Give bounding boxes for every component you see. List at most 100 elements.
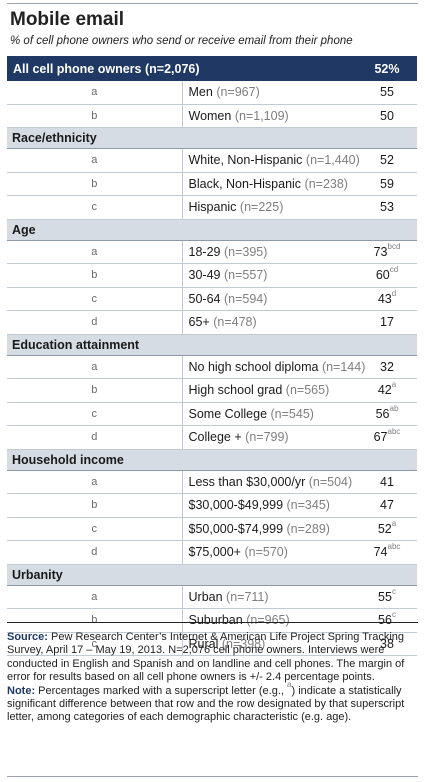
row-letter: b [7,263,183,288]
page-subtitle: % of cell phone owners who send or recei… [10,35,353,47]
table-row: b 30-49 (n=557) 60cd [7,263,417,288]
row-label: $50,000-$74,999 (n=289) [182,517,357,541]
section-title: Race/ethnicity [7,127,417,149]
table-row: b High school grad (n=565) 42a [7,378,417,403]
table-row: a 18-29 (n=395) 73bcd [7,240,417,264]
row-letter: a [7,585,183,609]
row-value: 43d [357,287,417,311]
significance-note: Note: Percentages marked with a superscr… [7,679,405,724]
row-value: 50 [357,104,417,128]
source-note: Source: Pew Research Center’s Internet &… [7,631,405,684]
row-label: $75,000+ (n=570) [182,540,357,565]
total-row: All cell phone owners (n=2,076) 52% [7,56,417,81]
row-letter: d [7,540,183,565]
row-letter: b [7,378,183,403]
row-value: 32 [357,355,417,379]
table-row: c 50-64 (n=594) 43d [7,287,417,311]
row-value: 56ab [357,402,417,426]
row-value: 47 [357,493,417,518]
row-value: 74abc [357,540,417,565]
section-header: Age [7,218,417,241]
section-header: Household income [7,448,417,471]
data-table: All cell phone owners (n=2,076) 52% a Me… [7,56,417,656]
footnotes: Source: Pew Research Center’s Internet &… [7,622,418,725]
row-letter: a [7,81,183,105]
row-label: Men (n=967) [182,81,357,105]
top-rule [7,3,418,4]
row-letter: b [7,608,183,633]
table-row: b $30,000-$49,999 (n=345) 47 [7,493,417,518]
section-title: Household income [7,448,417,471]
page-title: Mobile email [10,9,125,30]
section-header: Urbanity [7,563,417,586]
table-row: c Rural (n=398) 38 [7,632,417,656]
row-letter: b [7,104,183,128]
table-row: a No high school diploma (n=144) 32 [7,355,417,379]
row-letter: d [7,425,183,450]
table-row: c Hispanic (n=225) 53 [7,195,417,220]
row-label: High school grad (n=565) [182,378,357,403]
row-label: Hispanic (n=225) [182,195,357,220]
total-label: All cell phone owners (n=2,076) [7,56,357,81]
row-letter: c [7,287,183,311]
row-label: 65+ (n=478) [182,310,357,335]
row-value: 41 [357,470,417,494]
row-label: Black, Non-Hispanic (n=238) [182,172,357,196]
row-letter: c [7,517,183,541]
row-letter: a [7,240,183,264]
row-letter: d [7,310,183,335]
table-row: a White, Non-Hispanic (n=1,440) 52 [7,148,417,173]
row-letter: c [7,195,183,220]
row-value: 52 [357,148,417,173]
row-value: 42a [357,378,417,403]
row-label: $30,000-$49,999 (n=345) [182,493,357,518]
section-header: Education attainment [7,333,417,356]
table-row: b Suburban (n=965) 56c [7,608,417,633]
row-label: Some College (n=545) [182,402,357,426]
table-row: b Women (n=1,109) 50 [7,104,417,128]
section-header: Race/ethnicity [7,127,417,149]
row-value: 17 [357,310,417,335]
row-label: No high school diploma (n=144) [182,355,365,379]
table-row: d College + (n=799) 67abc [7,425,417,450]
row-letter: c [7,402,183,426]
row-label: Urban (n=711) [182,585,357,609]
row-value: 55c [357,585,417,609]
row-letter: a [7,355,183,379]
table-row: a Less than $30,000/yr (n=504) 41 [7,470,417,494]
section-title: Education attainment [7,333,417,356]
row-value: 60cd [357,263,417,288]
row-value: 53 [357,195,417,220]
row-value: 73bcd [357,240,417,264]
row-label: Less than $30,000/yr (n=504) [182,470,357,494]
table-row: c $50,000-$74,999 (n=289) 52a [7,517,417,541]
row-label: Rural (n=398) [182,632,357,656]
row-value: 67abc [357,425,417,450]
row-label: College + (n=799) [182,425,357,450]
row-label: Suburban (n=965) [182,608,357,633]
bottom-rule [7,776,418,777]
row-label: 50-64 (n=594) [182,287,357,311]
section-title: Age [7,218,417,241]
row-label: Women (n=1,109) [182,104,357,128]
section-title: Urbanity [7,563,417,586]
row-letter: b [7,172,183,196]
row-label: 30-49 (n=557) [182,263,357,288]
total-value: 52% [357,56,417,81]
row-letter: a [7,148,183,173]
table-row: b Black, Non-Hispanic (n=238) 59 [7,172,417,196]
row-value: 56c [357,608,417,633]
row-letter: b [7,493,183,518]
row-letter: c [7,632,183,656]
row-label: White, Non-Hispanic (n=1,440) [182,148,360,173]
table-row: d 65+ (n=478) 17 [7,310,417,335]
table-row: a Men (n=967) 55 [7,81,417,105]
table-row: d $75,000+ (n=570) 74abc [7,540,417,565]
row-value: 55 [357,81,417,105]
table-row: c Some College (n=545) 56ab [7,402,417,426]
row-letter: a [7,470,183,494]
row-value: 59 [357,172,417,196]
row-value: 52a [357,517,417,541]
row-label: 18-29 (n=395) [182,240,357,264]
row-value: 38 [357,632,417,656]
